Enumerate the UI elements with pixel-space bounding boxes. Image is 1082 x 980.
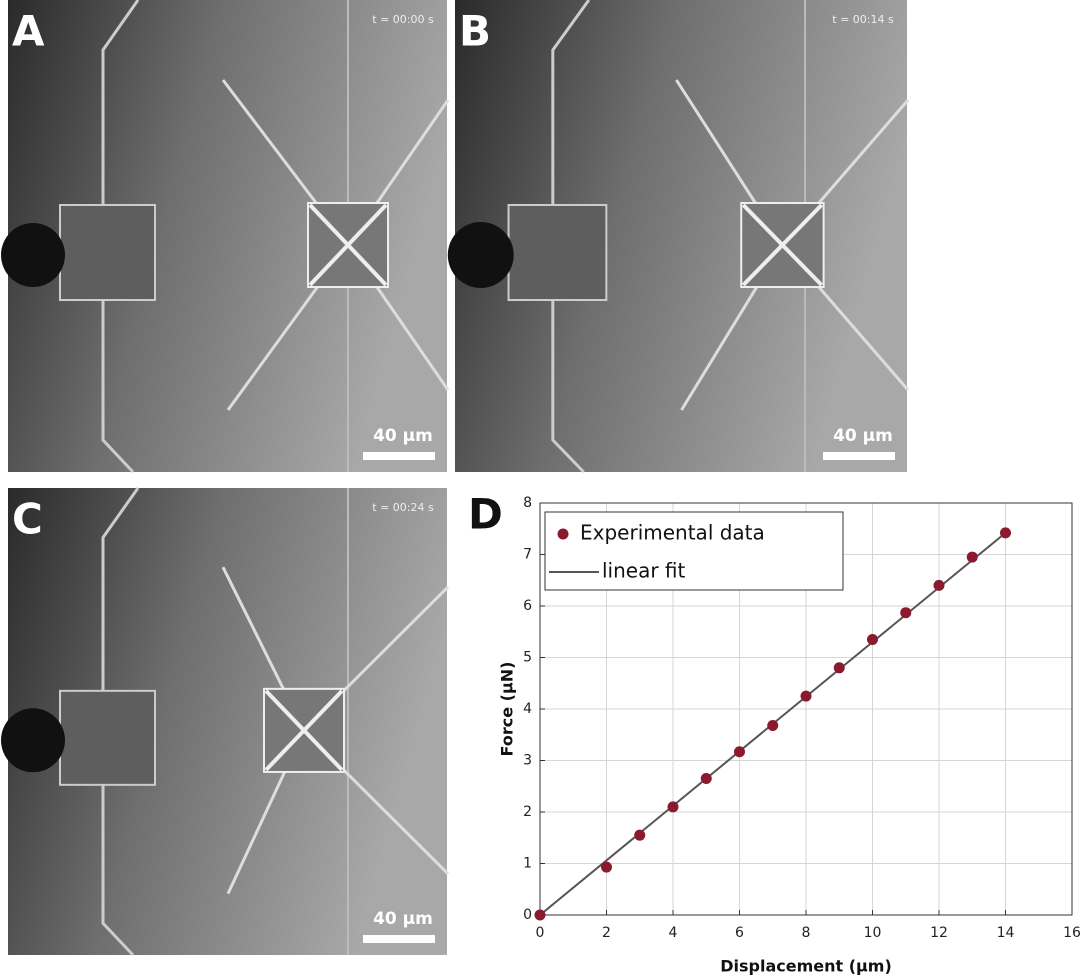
panel-label: C xyxy=(12,495,43,544)
legend-label: Experimental data xyxy=(580,521,765,545)
data-point xyxy=(834,662,845,673)
timestamp: t = 00:00 s xyxy=(372,13,434,26)
x-tick-label: 16 xyxy=(1063,925,1081,941)
y-tick-label: 3 xyxy=(523,753,532,769)
x-tick-label: 12 xyxy=(930,925,948,941)
panel-label: B xyxy=(459,7,491,56)
panel-label: D xyxy=(468,490,503,539)
timestamp: t = 00:14 s xyxy=(832,13,894,26)
y-tick-label: 2 xyxy=(523,804,532,820)
data-point xyxy=(1000,527,1011,538)
y-tick-label: 5 xyxy=(523,650,532,666)
legend-label: linear fit xyxy=(602,559,686,583)
hole xyxy=(448,222,514,288)
scale-bar xyxy=(823,452,895,460)
y-tick-label: 6 xyxy=(523,598,532,614)
hole xyxy=(1,708,65,772)
scale-bar-label: 40 µm xyxy=(833,426,893,446)
data-point xyxy=(634,830,645,841)
data-point xyxy=(734,746,745,757)
data-point xyxy=(867,634,878,645)
data-point xyxy=(535,910,546,921)
data-point xyxy=(767,720,778,731)
data-point xyxy=(900,607,911,618)
y-tick-label: 8 xyxy=(523,495,532,511)
x-tick-label: 6 xyxy=(735,925,744,941)
x-tick-label: 2 xyxy=(602,925,611,941)
pad xyxy=(60,691,155,785)
x-axis-label: Displacement (μm) xyxy=(720,957,892,976)
panel-label: A xyxy=(12,7,45,56)
y-axis-label: Force (μN) xyxy=(498,662,517,757)
scale-bar xyxy=(363,452,435,460)
y-tick-label: 0 xyxy=(523,907,532,923)
data-point xyxy=(967,552,978,563)
scale-bar-label: 40 µm xyxy=(373,909,433,929)
y-tick-label: 1 xyxy=(523,856,532,872)
scale-bar xyxy=(363,935,435,943)
y-tick-label: 4 xyxy=(523,701,532,717)
x-tick-label: 8 xyxy=(802,925,811,941)
figure: At = 00:00 s40 µmBt = 00:14 s40 µmCt = 0… xyxy=(0,0,1082,980)
hole xyxy=(1,223,65,287)
x-tick-label: 4 xyxy=(669,925,678,941)
pad xyxy=(60,205,155,300)
scale-bar-label: 40 µm xyxy=(373,426,433,446)
legend-marker xyxy=(558,529,569,540)
x-tick-label: 0 xyxy=(536,925,545,941)
data-point xyxy=(668,801,679,812)
data-point xyxy=(801,691,812,702)
timestamp: t = 00:24 s xyxy=(372,501,434,514)
data-point xyxy=(701,773,712,784)
pad xyxy=(509,205,607,300)
x-tick-label: 14 xyxy=(997,925,1015,941)
x-tick-label: 10 xyxy=(864,925,882,941)
y-tick-label: 7 xyxy=(523,547,532,563)
data-point xyxy=(934,580,945,591)
data-point xyxy=(601,862,612,873)
